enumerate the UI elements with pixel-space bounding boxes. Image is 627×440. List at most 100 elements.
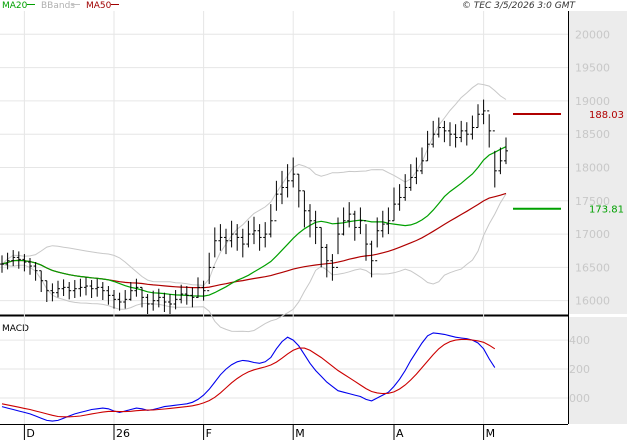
ohlc-bar — [481, 99, 486, 125]
x-tick-label: 26 — [116, 427, 130, 440]
timestamp: © TEC 3/5/2026 3:0 GMT — [462, 1, 577, 11]
macd-axis-band — [568, 317, 627, 424]
ohlc-bar — [392, 187, 396, 222]
price-tick-label: 19500 — [575, 62, 610, 75]
ohlc-bar — [162, 292, 167, 313]
bband-lower-line — [1, 193, 507, 333]
price-marker-label: 188.03 — [589, 110, 624, 121]
ohlc-bar — [44, 280, 49, 303]
ohlc-bar — [224, 228, 228, 255]
macd-panel — [0, 317, 568, 424]
ohlc-bar — [487, 110, 492, 148]
ohlc-bar — [128, 282, 133, 301]
ohlc-bar — [252, 216, 256, 245]
ohlc-bar — [347, 202, 352, 228]
price-axis-band — [568, 11, 627, 314]
x-tick-label: M — [486, 427, 496, 440]
ohlc-bar — [229, 220, 234, 248]
ohlc-bar — [257, 224, 262, 251]
price-tick-label: 17500 — [575, 195, 610, 208]
macd-line — [1, 332, 496, 422]
ohlc-bar — [72, 280, 77, 299]
ohlc-bar — [476, 104, 480, 129]
ohlc-bar — [296, 173, 301, 208]
ohlc-bar — [201, 280, 206, 301]
price-tick-label: 19000 — [575, 95, 610, 108]
ohlc-bar — [420, 147, 424, 175]
ohlc-bar — [28, 258, 32, 275]
x-tick-labels: D 26 F M A M — [23, 424, 496, 440]
ohlc-bar — [190, 287, 195, 308]
ma20-line — [1, 146, 507, 297]
ohlc-bar — [408, 164, 413, 191]
ohlc-bar — [145, 294, 150, 314]
ohlc-bar — [336, 217, 340, 268]
ohlc-bar — [274, 180, 279, 222]
ohlc-bar — [280, 170, 284, 205]
macd-title: MACD — [2, 324, 29, 334]
ohlc-bar — [436, 117, 441, 138]
price-tick-label: 20000 — [575, 28, 610, 41]
x-tick-label: F — [206, 427, 212, 440]
price-tick-label: 18000 — [575, 161, 610, 174]
ohlc-bar — [106, 286, 111, 305]
macd-tick-label: 200 — [569, 363, 590, 376]
x-tick-label: A — [396, 427, 404, 440]
price-tick-label: 18500 — [575, 128, 610, 141]
ohlc-bar — [414, 157, 419, 185]
ohlc-bar — [151, 290, 156, 311]
ohlc-bar — [78, 278, 83, 297]
ohlc-bar — [358, 207, 363, 235]
ohlc-bar — [112, 290, 116, 309]
x-tick-label: M — [295, 427, 305, 440]
x-tick-label: D — [26, 427, 34, 440]
ohlc-bar — [240, 228, 245, 258]
ohlc-bars — [0, 99, 508, 314]
ohlc-bar — [173, 290, 178, 310]
ohlc-bar — [369, 240, 374, 278]
price-markers: 188.03 173.81 — [513, 110, 624, 216]
ohlc-bar — [84, 277, 88, 296]
ohlc-bar — [504, 137, 508, 165]
ohlc-bar — [0, 255, 4, 273]
ohlc-bar — [61, 279, 66, 297]
macd-lines — [1, 332, 496, 422]
ohlc-bar — [425, 130, 430, 162]
price-tick-labels: 20000 19500 19000 18500 18000 17500 17000 16500… — [575, 28, 610, 307]
ohlc-bar — [117, 292, 122, 311]
ohlc-bar — [324, 244, 329, 278]
ohlc-bar — [184, 286, 189, 305]
legend-ma20-label: MA20 — [2, 1, 28, 11]
ohlc-bar — [403, 174, 408, 201]
ohlc-bar — [352, 210, 357, 241]
ohlc-bar — [134, 278, 139, 297]
ohlc-bar — [16, 251, 21, 269]
ohlc-bar — [100, 282, 105, 301]
ohlc-bar — [89, 280, 94, 299]
price-panel — [0, 11, 568, 314]
macd-tick-label: 400 — [569, 334, 590, 347]
ohlc-bar — [498, 147, 503, 175]
ohlc-bar — [431, 120, 436, 148]
ohlc-bar — [56, 280, 60, 298]
ohlc-bar — [39, 270, 44, 293]
macd-tick-label: 000 — [569, 392, 590, 405]
ohlc-bar — [196, 277, 200, 299]
ohlc-bar — [246, 220, 251, 248]
indicator-lines — [1, 83, 507, 333]
price-tick-label: 16500 — [575, 261, 610, 274]
price-marker-label: 173.81 — [589, 205, 624, 216]
ohlc-bar — [313, 210, 318, 245]
ohlc-bar — [302, 190, 307, 228]
ohlc-bar — [212, 227, 217, 268]
ohlc-bar — [448, 122, 452, 147]
macd-tick-labels: 400 200 000 — [569, 334, 590, 405]
ohlc-bar — [22, 254, 27, 272]
legend: MA20 BBands MA50 © TEC 3/5/2026 3:0 GMT — [2, 1, 576, 11]
legend-ma50-label: MA50 — [86, 1, 112, 11]
ohlc-bar — [140, 286, 144, 308]
ohlc-bar — [308, 204, 312, 238]
ohlc-bar — [268, 204, 273, 238]
legend-bbands-label: BBands — [41, 1, 75, 11]
